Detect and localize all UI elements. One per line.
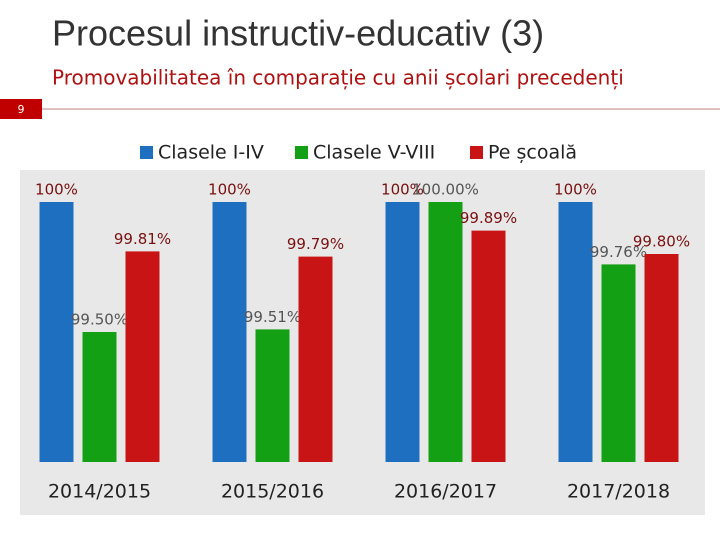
bar: [428, 202, 463, 462]
bar: [558, 202, 593, 462]
bar: [82, 332, 117, 462]
value-label: 99.79%: [287, 235, 344, 253]
slide-subtitle: Promovabilitatea în comparație cu anii ș…: [52, 66, 624, 90]
legend-label: Pe școală: [488, 142, 577, 164]
value-label: 99.76%: [590, 243, 647, 261]
value-label: 100%: [554, 181, 597, 199]
legend-swatch: [470, 146, 483, 159]
value-label: 100%: [35, 181, 78, 199]
legend-swatch: [140, 146, 153, 159]
slide-number: 9: [18, 103, 25, 116]
value-label: 99.50%: [71, 311, 128, 329]
value-label: 99.89%: [460, 209, 517, 227]
x-tick-label: 2015/2016: [221, 481, 324, 503]
bar: [125, 251, 160, 462]
legend-label: Clasele I-IV: [158, 142, 264, 164]
bar: [39, 202, 74, 462]
slide-title: Procesul instructiv-educativ (3): [52, 13, 544, 54]
legend-swatch: [295, 146, 308, 159]
bar: [298, 256, 333, 462]
bar: [601, 264, 636, 462]
x-tick-label: 2017/2018: [567, 481, 670, 503]
bar: [385, 202, 420, 462]
value-label: 100%: [208, 181, 251, 199]
bar: [644, 254, 679, 462]
x-tick-label: 2016/2017: [394, 481, 497, 503]
value-label: 100%: [381, 181, 424, 199]
x-tick-label: 2014/2015: [48, 481, 151, 503]
legend-label: Clasele V-VIII: [313, 142, 435, 164]
bar: [471, 230, 506, 462]
bar: [255, 329, 290, 462]
slide-number-box: [0, 99, 42, 119]
value-label: 99.51%: [244, 308, 301, 326]
value-label: 100.00%: [412, 181, 479, 199]
value-label: 99.80%: [633, 233, 690, 251]
bar: [212, 202, 247, 462]
value-label: 99.81%: [114, 230, 171, 248]
